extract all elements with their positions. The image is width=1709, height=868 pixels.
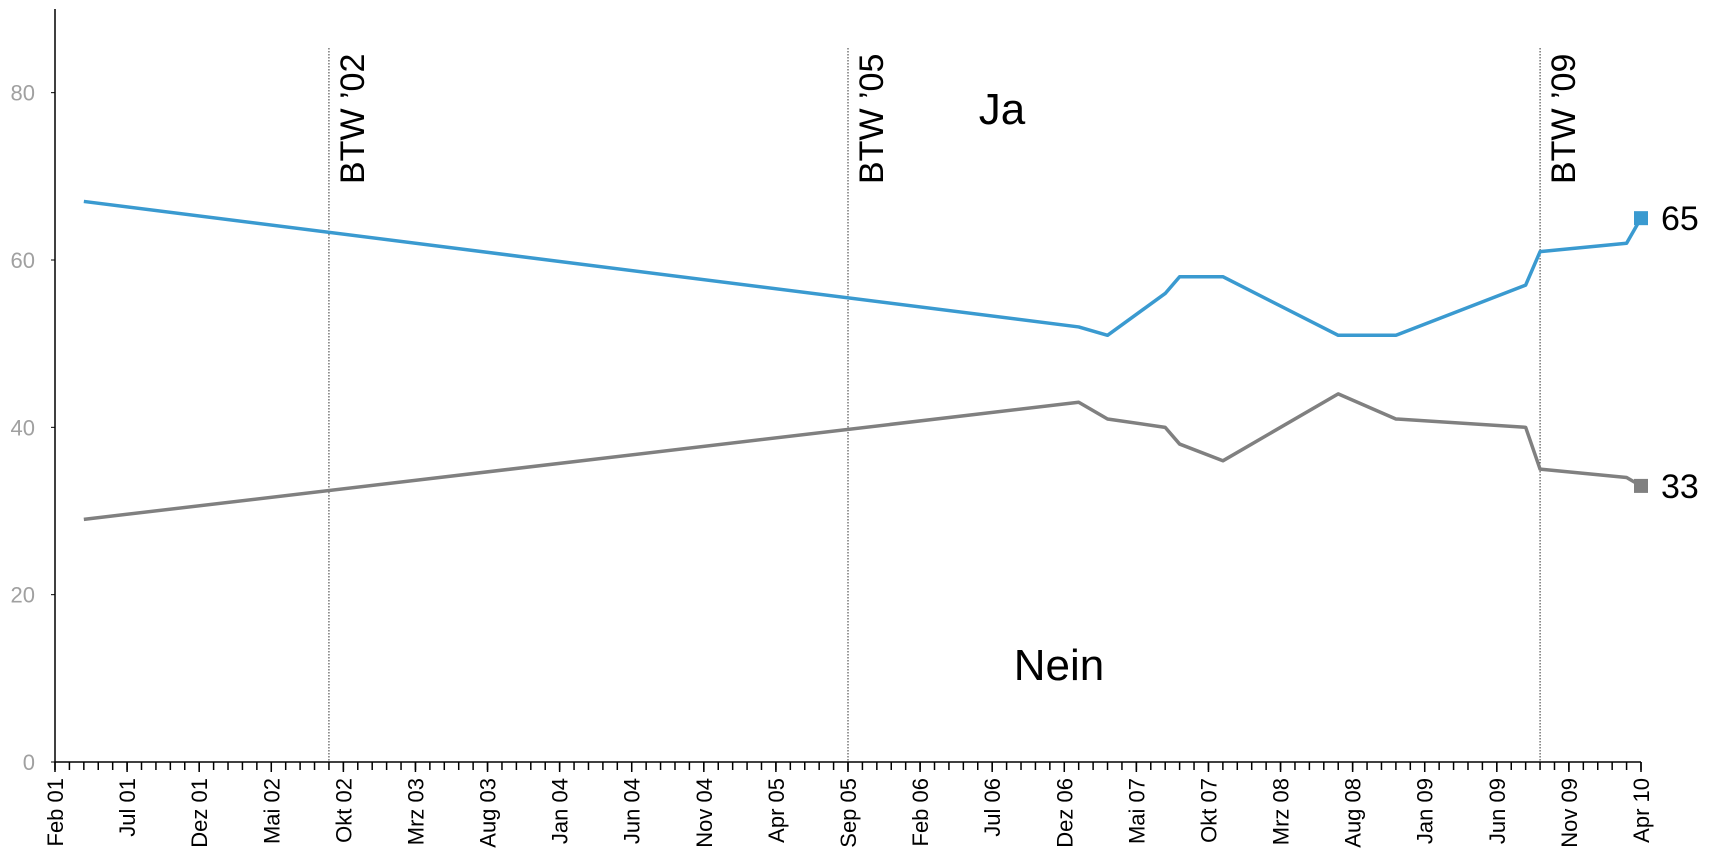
y-tick-label: 60: [11, 248, 35, 273]
series-label: Ja: [979, 85, 1026, 134]
x-tick-label: Jul 01: [115, 778, 140, 837]
x-tick-label: Jan 04: [548, 778, 573, 844]
x-tick-label: Dez 06: [1052, 778, 1077, 848]
x-tick-label: Apr 05: [764, 778, 789, 843]
x-tick-label: Feb 06: [908, 778, 933, 847]
x-tick-label: Mai 07: [1124, 778, 1149, 844]
x-tick-label: Jun 09: [1485, 778, 1510, 844]
y-tick-label: 40: [11, 415, 35, 440]
x-tick-label: Jun 04: [620, 778, 645, 844]
x-tick-label: Dez 01: [187, 778, 212, 848]
x-tick-label: Feb 01: [43, 778, 68, 847]
end-value-label: 33: [1661, 468, 1699, 506]
x-tick-label: Nov 09: [1557, 778, 1582, 848]
x-tick-label: Aug 08: [1341, 778, 1366, 848]
series-line: [83, 392, 1642, 522]
x-tick-label: Nov 04: [692, 778, 717, 848]
x-tick-label: Mrz 08: [1269, 778, 1294, 845]
x-tick-label: Sep 05: [836, 778, 861, 848]
election-label: BTW ’05: [853, 54, 891, 184]
x-tick-label: Mai 02: [259, 778, 284, 844]
end-marker: [1634, 211, 1648, 226]
election-label: BTW ’09: [1545, 54, 1583, 184]
x-tick-label: Apr 10: [1629, 778, 1654, 843]
y-tick-label: 80: [11, 81, 35, 106]
x-tick-label: Okt 07: [1196, 778, 1221, 843]
end-marker: [1634, 478, 1648, 493]
x-tick-label: Jan 09: [1413, 778, 1438, 844]
end-value-label: 65: [1661, 200, 1699, 238]
x-tick-label: Mrz 03: [403, 778, 428, 845]
series-line: [83, 199, 1643, 338]
x-tick-label: Aug 03: [476, 778, 501, 848]
election-label: BTW ’02: [334, 54, 372, 184]
y-tick-label: 20: [11, 583, 35, 608]
series-label: Nein: [1014, 641, 1105, 690]
x-tick-label: Jul 06: [980, 778, 1005, 837]
y-tick-label: 0: [23, 750, 35, 775]
x-tick-label: Okt 02: [331, 778, 356, 843]
